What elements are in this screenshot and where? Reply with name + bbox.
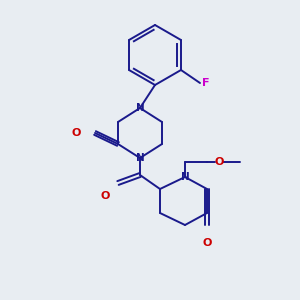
Text: N: N [181,172,189,182]
Text: F: F [202,78,210,88]
Text: O: O [214,157,224,167]
Text: N: N [136,103,144,113]
Text: O: O [71,128,81,138]
Text: O: O [100,191,110,201]
Text: N: N [136,153,144,163]
Text: O: O [202,238,212,248]
